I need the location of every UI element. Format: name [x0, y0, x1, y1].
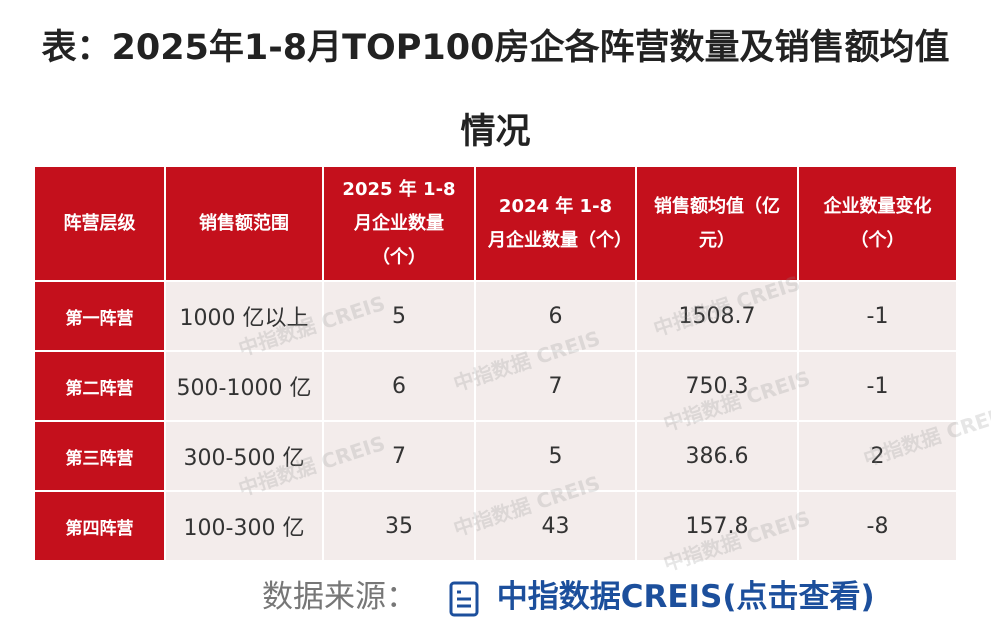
data-table: 阵营层级 销售额范围 2025 年 1-8 月企业数量（个） 2024 年 1-8 月… — [33, 165, 958, 562]
data-cell: 43 — [476, 492, 635, 560]
data-cell: 5 — [324, 282, 474, 350]
tier-cell: 第二阵营 — [35, 352, 164, 420]
data-cell: 100-300 亿 — [166, 492, 322, 560]
data-cell: 6 — [476, 282, 635, 350]
data-cell: -8 — [799, 492, 956, 560]
table-row: 第二阵营 500-1000 亿 6 7 750.3 -1 — [35, 352, 956, 420]
data-cell: 500-1000 亿 — [166, 352, 322, 420]
header-cell: 销售额均值（亿元） — [637, 167, 797, 280]
data-cell: 1000 亿以上 — [166, 282, 322, 350]
title: 表：2025年1-8月TOP100房企各阵营数量及销售额均值情况 — [41, 28, 950, 152]
tier-cell: 第三阵营 — [35, 422, 164, 490]
table-row: 第三阵营 300-500 亿 7 5 386.6 2 — [35, 422, 956, 490]
data-cell: 6 — [324, 352, 474, 420]
header-cell: 销售额范围 — [166, 167, 322, 280]
table-row: 第四阵营 100-300 亿 35 43 157.8 -8 — [35, 492, 956, 560]
data-cell: 386.6 — [637, 422, 797, 490]
header-row: 阵营层级 销售额范围 2025 年 1-8 月企业数量（个） 2024 年 1-8 月… — [35, 167, 956, 280]
doc-icon — [449, 581, 479, 616]
table-row: 第一阵营 1000 亿以上 5 6 1508.7 -1 — [35, 282, 956, 350]
source-label: 数据来源： — [262, 579, 417, 615]
tier-cell: 第四阵营 — [35, 492, 164, 560]
header-cell: 2025 年 1-8 月企业数量（个） — [324, 167, 474, 280]
data-cell: -1 — [799, 352, 956, 420]
table-body: 第一阵营 1000 亿以上 5 6 1508.7 -1 第二阵营 500-1000 亿 6 7 75… — [35, 282, 956, 560]
source-link[interactable]: 中指数据CREIS(点击查看) — [496, 579, 875, 615]
data-cell: 300-500 亿 — [166, 422, 322, 490]
data-cell: 750.3 — [637, 352, 797, 420]
data-cell: 7 — [476, 352, 635, 420]
header-cell: 2024 年 1-8 月企业数量（个） — [476, 167, 635, 280]
data-cell: 5 — [476, 422, 635, 490]
data-cell: -1 — [799, 282, 956, 350]
data-cell: 2 — [799, 422, 956, 490]
data-cell: 7 — [324, 422, 474, 490]
data-cell: 35 — [324, 492, 474, 560]
data-cell: 157.8 — [637, 492, 797, 560]
footer: 数据来源： 中指数据CREIS(点击查看) — [262, 572, 875, 622]
header-cell: 企业数量变化（个） — [799, 167, 956, 280]
header-cell: 阵营层级 — [35, 167, 164, 280]
tier-cell: 第一阵营 — [35, 282, 164, 350]
data-cell: 1508.7 — [637, 282, 797, 350]
